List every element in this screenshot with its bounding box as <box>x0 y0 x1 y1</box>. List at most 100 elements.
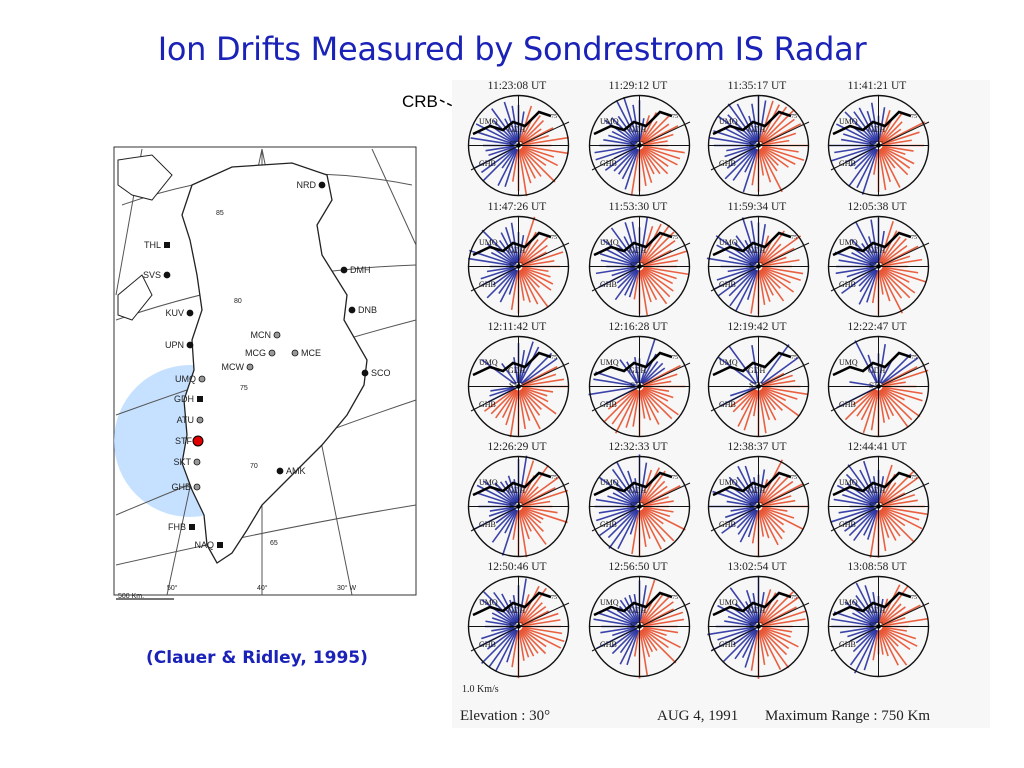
drift-vector <box>520 147 556 183</box>
drift-vector <box>521 387 549 403</box>
drift-vector <box>507 475 519 503</box>
radar-polar-plot: UMQ GDH STF GHB 75 <box>827 455 930 558</box>
drift-vector <box>737 509 757 535</box>
station-marker-dmh <box>340 266 348 274</box>
drift-vector <box>866 110 879 142</box>
drift-vector <box>854 340 878 384</box>
drift-vector <box>878 270 891 302</box>
drift-vector <box>598 612 636 627</box>
drift-vector <box>761 483 804 506</box>
drift-vector <box>512 510 519 540</box>
radar-panel: 13:02:54 UT UMQ GDH STF GHB 75 <box>692 561 822 688</box>
drift-vector <box>878 149 887 191</box>
plot-label-ghb: GHB <box>719 640 736 649</box>
drift-vector <box>880 603 902 625</box>
range-ring <box>467 455 570 558</box>
drift-vector <box>846 266 875 278</box>
drift-vector <box>599 252 636 267</box>
drift-vector <box>858 269 878 305</box>
footer-date: AUG 4, 1991 <box>657 708 739 724</box>
drift-vector <box>624 222 640 263</box>
drift-vector <box>880 112 903 143</box>
drift-vector <box>758 235 770 263</box>
drift-vector <box>730 506 755 512</box>
drift-vector <box>882 626 917 640</box>
drift-vector <box>758 100 767 142</box>
drift-vector <box>761 507 804 530</box>
drift-vector <box>759 389 777 421</box>
drift-vector <box>882 266 919 274</box>
drift-vector <box>488 145 515 157</box>
drift-vector <box>880 628 899 647</box>
drift-vector <box>758 510 770 539</box>
range-ring <box>588 94 691 197</box>
radar-panel: 11:35:17 UT UMQ GDH STF GHB 75 <box>692 80 822 207</box>
drift-vector <box>834 251 875 267</box>
range-ring <box>467 94 570 197</box>
drift-vector <box>760 268 781 289</box>
drift-vector <box>492 268 516 286</box>
drift-vector <box>639 226 654 263</box>
plot-label-ghb: GHB <box>839 520 856 529</box>
drift-vector <box>641 389 660 414</box>
plot-label-ghb: GHB <box>479 520 496 529</box>
panel-timestamp: 12:22:47 UT <box>847 321 907 333</box>
plot-label-stf: STF <box>869 621 883 630</box>
drift-vector <box>724 488 756 506</box>
drift-vector <box>482 480 516 505</box>
station-marker-fhb <box>189 524 195 530</box>
drift-vector <box>727 103 757 143</box>
drift-vector <box>861 149 879 195</box>
lat-label-75: 75 <box>240 385 248 392</box>
plot-label-ghb: GHB <box>719 520 736 529</box>
drift-vector <box>616 462 639 504</box>
station-marker-thl <box>164 242 170 248</box>
radar-panel: 12:38:37 UT UMQ GDH STF GHB 75 <box>692 441 822 568</box>
radar-panel: 12:32:33 UT UMQ GDH STF GHB 75 <box>573 441 703 568</box>
drift-vector <box>480 628 517 665</box>
drift-vector <box>882 266 927 283</box>
drift-vector <box>728 256 755 267</box>
drift-vector <box>881 146 915 165</box>
drift-vector <box>838 506 875 514</box>
drift-vector <box>878 390 890 420</box>
map-scale-label: 500 Km. <box>118 593 144 600</box>
drift-vector <box>518 216 536 263</box>
drift-vector <box>882 626 907 632</box>
plot-label-gdh: GDH <box>629 486 647 495</box>
drift-vector <box>518 630 525 661</box>
drift-vector <box>881 508 906 527</box>
station-label-mce: MCE <box>301 348 321 358</box>
drift-vector <box>762 506 795 519</box>
drift-vector <box>488 629 517 668</box>
plot-label-umq: UMQ <box>600 238 619 247</box>
drift-vector <box>640 467 660 504</box>
drift-vector <box>614 389 639 434</box>
drift-vector <box>642 125 679 145</box>
drift-vector <box>762 506 788 512</box>
drift-vector <box>642 485 681 506</box>
drift-vector <box>760 599 779 624</box>
drift-vector <box>640 148 655 175</box>
drift-vector <box>872 630 879 661</box>
radar-panel: 11:41:21 UT UMQ GDH STF GHB 75 <box>812 80 942 207</box>
station-label-sco: SCO <box>371 368 391 378</box>
drift-vector <box>639 510 647 548</box>
drift-vector <box>522 260 555 267</box>
radar-polar-plot: UMQ GDH STF GHB 75 <box>467 94 570 197</box>
lon-label-40: 40° <box>257 584 268 592</box>
drift-vector <box>641 362 664 385</box>
convection-reversal-boundary <box>472 471 552 497</box>
drift-vector <box>761 508 785 526</box>
drift-vector <box>641 147 669 175</box>
drift-vector <box>520 602 543 625</box>
plot-label-lat75: 75 <box>672 114 678 120</box>
radar-site-dot <box>516 504 521 509</box>
drift-vector <box>759 269 774 296</box>
plot-label-umq: UMQ <box>479 598 498 607</box>
drift-vector <box>759 509 779 546</box>
drift-vector <box>746 270 759 300</box>
drift-vector <box>760 243 782 265</box>
plot-label-ghb: GHB <box>600 280 617 289</box>
drift-vector <box>486 628 516 650</box>
